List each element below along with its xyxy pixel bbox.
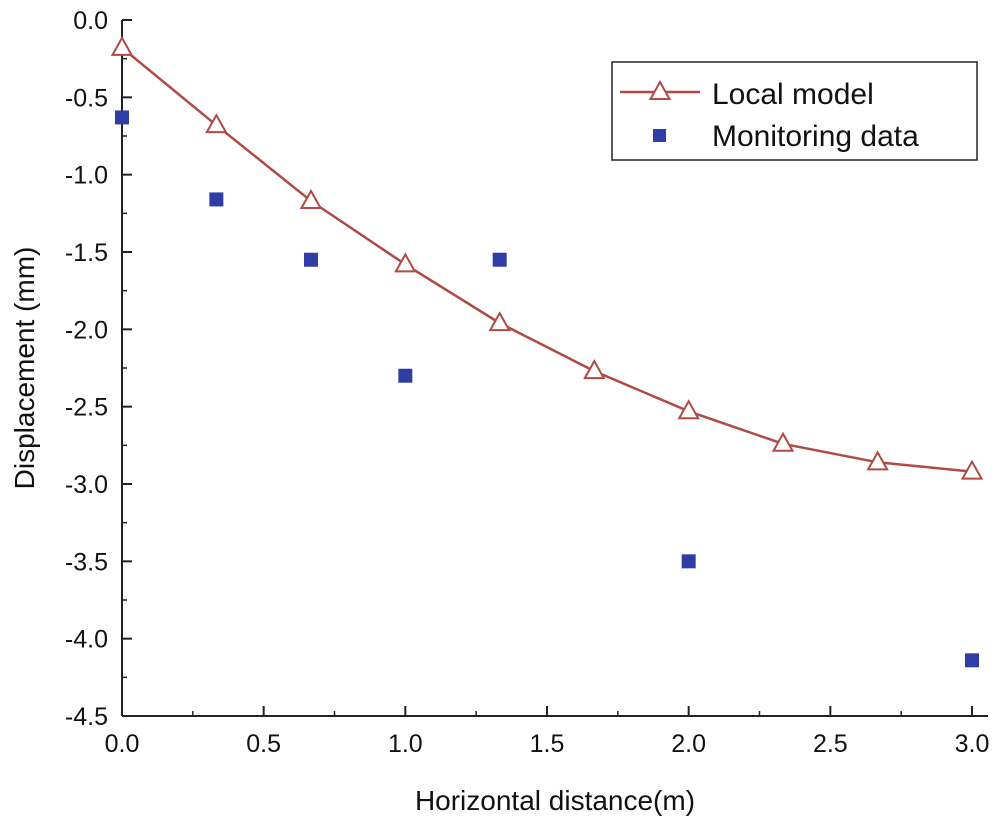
legend-marker-monitoring-data	[653, 129, 666, 142]
monitoring-data-point	[398, 368, 413, 383]
x-tick-label: 2.0	[671, 730, 706, 758]
monitoring-data-point	[492, 252, 507, 267]
legend-box	[611, 61, 978, 161]
local-model-point	[677, 399, 700, 420]
x-tick-label: 0.0	[105, 730, 140, 758]
y-tick-label: -3.0	[65, 471, 108, 499]
legend: Local model Monitoring data	[611, 61, 978, 161]
x-tick-label: 1.5	[530, 730, 565, 758]
y-tick-label: -0.5	[65, 84, 108, 112]
monitoring-data-point	[115, 110, 129, 125]
legend-label-local-model: Local model	[712, 78, 874, 111]
y-tick-label: -3.5	[65, 548, 108, 576]
y-tick-label: 0.0	[73, 7, 108, 35]
series-layer	[110, 35, 984, 668]
local-model-point	[110, 35, 134, 56]
monitoring-data-point	[965, 653, 979, 668]
y-tick-label: -4.0	[65, 626, 108, 654]
monitoring-data-point	[209, 192, 224, 207]
y-tick-label: -1.0	[65, 162, 108, 190]
local-model-point	[960, 459, 984, 480]
legend-marker-local-model	[648, 79, 672, 100]
local-model-point	[299, 188, 323, 209]
y-tick-label: -4.5	[65, 703, 108, 731]
y-tick-label: -1.5	[65, 239, 108, 267]
x-tick-label: 0.5	[246, 730, 281, 758]
y-tick-label: -2.0	[65, 316, 108, 344]
x-tick-label: 3.0	[955, 730, 990, 758]
y-tick-label: -2.5	[65, 394, 108, 422]
x-axis-title: Horizontal distance(m)	[415, 785, 695, 816]
local-model-point	[205, 113, 228, 134]
legend-label-monitoring-data: Monitoring data	[712, 120, 919, 153]
monitoring-data-point	[681, 554, 696, 569]
local-model-point	[394, 252, 417, 273]
local-model-line	[121, 46, 973, 473]
monitoring-data-point	[303, 252, 318, 267]
local-model-point	[488, 311, 511, 332]
axis-ticks: 0.0 0.5 1.0 1.5 2.0 2.5 3.0 0.0 -0.5 -1.0 -1.5 -2.0…	[65, 7, 989, 758]
x-tick-label: 1.0	[388, 730, 423, 758]
y-axis-title: Displacement (mm)	[9, 247, 40, 490]
local-model-point	[866, 450, 889, 471]
x-tick-label: 2.5	[813, 730, 848, 758]
local-model-point	[771, 431, 795, 452]
local-model-point	[583, 359, 606, 380]
